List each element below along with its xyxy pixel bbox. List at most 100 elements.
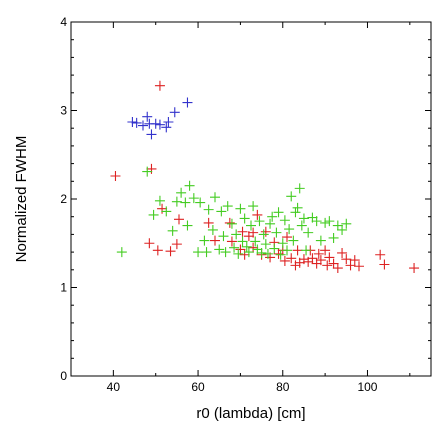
data-point <box>349 255 360 266</box>
data-point <box>286 253 297 264</box>
data-point <box>250 236 261 247</box>
y-tick-label: 1 <box>60 281 67 295</box>
data-point <box>195 197 206 208</box>
data-point <box>174 214 184 225</box>
x-axis-label: r0 (lambda) [cm] <box>196 405 305 422</box>
data-point <box>201 247 212 258</box>
data-point <box>315 235 326 246</box>
data-point <box>248 242 259 253</box>
data-point <box>220 247 231 258</box>
data-point <box>241 241 252 252</box>
data-point <box>256 247 267 258</box>
data-point <box>279 215 290 226</box>
data-point <box>322 260 333 271</box>
data-point <box>182 220 193 231</box>
data-point <box>161 122 172 133</box>
data-point <box>324 252 335 263</box>
data-point <box>248 227 259 238</box>
data-point <box>252 209 263 220</box>
data-point <box>269 243 280 254</box>
data-point <box>165 246 176 257</box>
data-point <box>254 216 265 227</box>
data-point <box>311 216 322 227</box>
data-point <box>161 206 172 217</box>
data-point <box>210 235 220 246</box>
data-point <box>337 224 348 235</box>
data-point <box>239 249 250 260</box>
data-point <box>273 207 284 218</box>
data-point <box>328 258 339 269</box>
data-point <box>224 217 235 228</box>
data-point <box>144 238 155 249</box>
data-point <box>262 248 273 259</box>
data-point <box>222 201 233 212</box>
data-point <box>315 255 326 266</box>
data-point <box>154 80 165 91</box>
data-point <box>296 220 307 231</box>
data-point <box>110 170 121 181</box>
data-point <box>214 244 225 255</box>
data-point <box>146 163 157 174</box>
data-point <box>375 249 386 260</box>
data-point <box>146 129 157 140</box>
data-point <box>246 220 256 231</box>
data-point <box>203 204 214 215</box>
data-point <box>188 193 199 204</box>
data-point <box>298 254 309 265</box>
data-point <box>237 226 248 237</box>
data-point <box>286 191 297 202</box>
data-point <box>379 259 390 270</box>
data-point <box>116 247 127 258</box>
data-point <box>320 245 331 256</box>
data-point <box>320 217 331 228</box>
data-point <box>288 235 299 246</box>
data-point <box>332 263 343 274</box>
data-point <box>290 207 301 218</box>
data-point <box>176 187 187 198</box>
data-point <box>167 225 178 236</box>
axis-ticks <box>70 21 431 377</box>
data-point <box>171 239 182 250</box>
data-point <box>152 245 163 256</box>
data-point <box>292 245 303 256</box>
data-point <box>169 107 180 118</box>
x-tick-label: 80 <box>276 380 290 394</box>
y-tick-label: 3 <box>60 104 67 118</box>
data-point <box>154 119 165 130</box>
data-point <box>301 245 312 256</box>
data-point <box>237 236 248 247</box>
data-point <box>182 97 193 108</box>
data-point <box>337 247 348 258</box>
data-point <box>258 229 269 240</box>
data-point <box>229 242 240 253</box>
data-point <box>218 231 229 242</box>
data-point <box>203 217 214 228</box>
data-point <box>243 247 254 258</box>
data-point <box>265 218 276 229</box>
data-point <box>260 239 271 250</box>
data-point <box>127 117 138 128</box>
data-point <box>226 236 237 247</box>
data-point <box>226 218 237 229</box>
data-point <box>284 224 295 235</box>
data-point <box>313 248 324 259</box>
data-point <box>138 120 148 131</box>
data-point <box>210 192 220 203</box>
plot-frame <box>70 21 432 377</box>
data-point <box>324 216 335 227</box>
data-point <box>271 227 282 238</box>
data-point <box>292 202 303 213</box>
data-point <box>328 232 339 243</box>
data-point <box>303 227 314 238</box>
data-point <box>199 235 210 246</box>
data-point <box>233 248 244 259</box>
data-point <box>275 249 286 260</box>
data-point <box>235 244 246 255</box>
data-point <box>267 211 278 222</box>
data-point <box>193 247 204 258</box>
data-point <box>354 261 364 272</box>
data-points <box>110 80 420 274</box>
data-point <box>131 117 142 128</box>
x-tick-label: 60 <box>191 380 205 394</box>
